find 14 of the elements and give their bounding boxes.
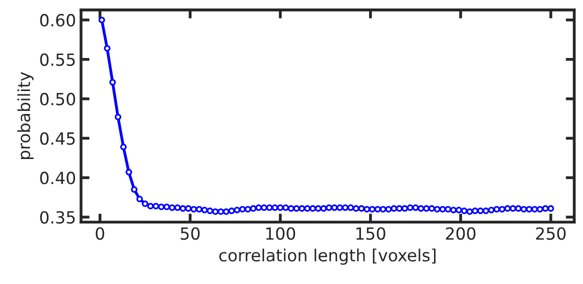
y-tick-label: 0.45 bbox=[40, 132, 75, 145]
y-tick-label: 0.55 bbox=[40, 53, 75, 66]
x-axis-title: correlation length [voxels] bbox=[219, 248, 436, 265]
y-tick-label: 0.60 bbox=[40, 14, 76, 27]
x-tick-label: 200 bbox=[446, 227, 476, 240]
y-axis-title: probability bbox=[17, 72, 34, 159]
y-tick-label: 0.50 bbox=[40, 92, 76, 106]
y-tick-label: 0.35 bbox=[40, 211, 75, 224]
x-tick-label: 100 bbox=[266, 227, 296, 240]
x-tick-label: 150 bbox=[356, 227, 386, 240]
x-tick-label: 50 bbox=[180, 227, 200, 240]
x-tick-label: 0 bbox=[96, 227, 104, 240]
y-tick-label: 0.40 bbox=[40, 172, 76, 184]
x-tick-label: 250 bbox=[536, 227, 566, 240]
